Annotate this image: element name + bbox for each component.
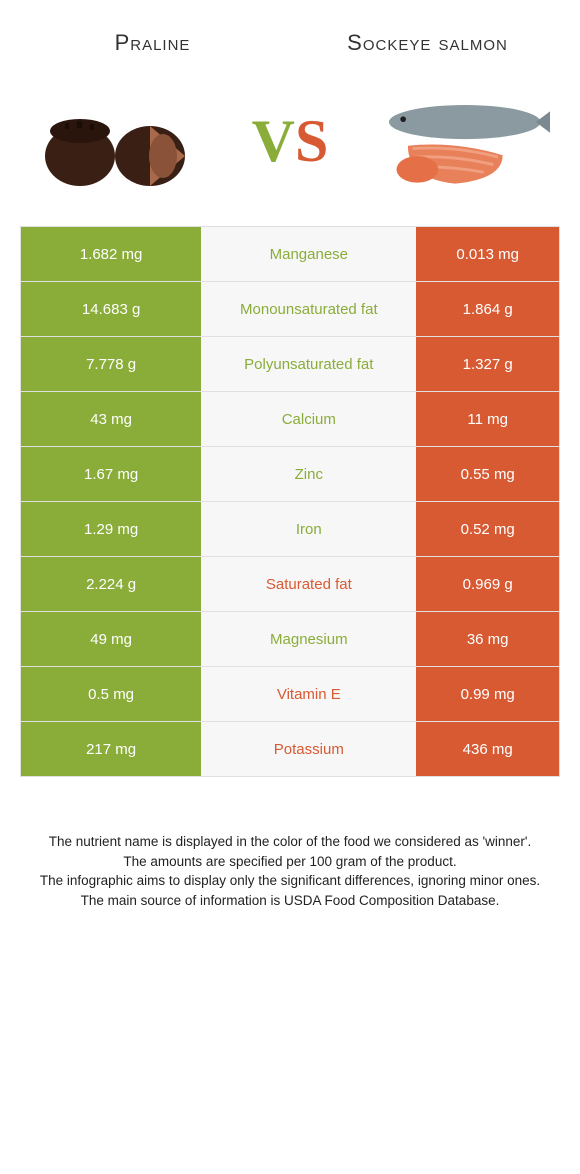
value-salmon: 0.52 mg (416, 502, 559, 556)
nutrient-label: Manganese (201, 227, 416, 281)
value-salmon: 36 mg (416, 612, 559, 666)
value-salmon: 0.969 g (416, 557, 559, 611)
table-row: 49 mgMagnesium36 mg (21, 612, 559, 667)
table-row: 1.67 mgZinc0.55 mg (21, 447, 559, 502)
vs-s: S (295, 108, 328, 174)
nutrient-label: Vitamin E (201, 667, 416, 721)
header-left: Praline (40, 30, 265, 56)
nutrient-label: Magnesium (201, 612, 416, 666)
value-salmon: 436 mg (416, 722, 559, 776)
title-praline: Praline (40, 30, 265, 56)
vs-row: VS (0, 76, 580, 226)
footer-line-3: The infographic aims to display only the… (28, 871, 552, 891)
table-row: 1.29 mgIron0.52 mg (21, 502, 559, 557)
footer-line-4: The main source of information is USDA F… (28, 891, 552, 911)
nutrient-label: Iron (201, 502, 416, 556)
value-praline: 1.67 mg (21, 447, 201, 501)
value-salmon: 1.327 g (416, 337, 559, 391)
value-praline: 14.683 g (21, 282, 201, 336)
value-praline: 217 mg (21, 722, 201, 776)
value-praline: 7.778 g (21, 337, 201, 391)
table-row: 43 mgCalcium11 mg (21, 392, 559, 447)
salmon-image (370, 86, 550, 196)
nutrient-label: Zinc (201, 447, 416, 501)
nutrient-label: Saturated fat (201, 557, 416, 611)
table-row: 7.778 gPolyunsaturated fat1.327 g (21, 337, 559, 392)
footer: The nutrient name is displayed in the co… (0, 777, 580, 910)
title-salmon: Sockeye salmon (315, 30, 540, 56)
table-row: 217 mgPotassium436 mg (21, 722, 559, 777)
vs-v: V (252, 108, 295, 174)
header: Praline Sockeye salmon (0, 0, 580, 76)
value-salmon: 0.013 mg (416, 227, 559, 281)
value-praline: 49 mg (21, 612, 201, 666)
value-praline: 0.5 mg (21, 667, 201, 721)
footer-line-2: The amounts are specified per 100 gram o… (28, 852, 552, 872)
value-salmon: 11 mg (416, 392, 559, 446)
footer-line-1: The nutrient name is displayed in the co… (28, 832, 552, 852)
nutrient-label: Polyunsaturated fat (201, 337, 416, 391)
value-praline: 2.224 g (21, 557, 201, 611)
table-row: 1.682 mgManganese0.013 mg (21, 227, 559, 282)
value-salmon: 1.864 g (416, 282, 559, 336)
nutrient-table: 1.682 mgManganese0.013 mg14.683 gMonouns… (20, 226, 560, 777)
value-praline: 1.682 mg (21, 227, 201, 281)
praline-image (30, 86, 210, 196)
vs-text: VS (252, 107, 329, 176)
table-row: 0.5 mgVitamin E0.99 mg (21, 667, 559, 722)
value-salmon: 0.99 mg (416, 667, 559, 721)
nutrient-label: Calcium (201, 392, 416, 446)
value-salmon: 0.55 mg (416, 447, 559, 501)
table-row: 2.224 gSaturated fat0.969 g (21, 557, 559, 612)
header-right: Sockeye salmon (315, 30, 540, 56)
value-praline: 43 mg (21, 392, 201, 446)
table-row: 14.683 gMonounsaturated fat1.864 g (21, 282, 559, 337)
nutrient-label: Potassium (201, 722, 416, 776)
nutrient-label: Monounsaturated fat (201, 282, 416, 336)
value-praline: 1.29 mg (21, 502, 201, 556)
